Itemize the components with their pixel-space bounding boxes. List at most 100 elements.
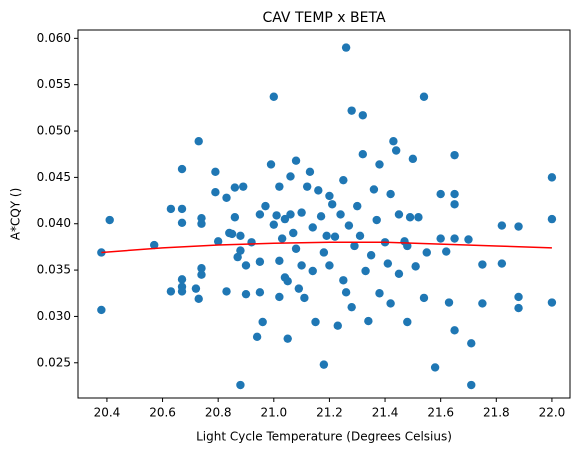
point [325,261,334,270]
point [197,270,206,279]
point [386,189,395,199]
point [252,332,262,342]
point [150,240,159,250]
point [372,215,381,225]
y-tick-label: 0.025 [37,355,71,369]
point [341,43,351,52]
point [514,292,523,302]
point [419,293,429,303]
point [272,211,281,220]
point [177,275,187,284]
y-tick-label: 0.040 [37,216,71,230]
point [328,200,337,209]
point [394,269,404,278]
point [230,183,240,192]
point [336,210,345,219]
point [261,201,270,211]
point [314,186,323,195]
point [211,188,220,197]
point [383,259,393,268]
point [414,213,423,222]
point [464,235,473,244]
point [403,317,412,327]
point [319,360,329,369]
point [286,210,295,219]
x-tick-label: 21.4 [372,406,399,420]
point [177,164,187,174]
point [444,298,454,307]
point [97,305,106,315]
point [361,266,370,276]
point [547,173,557,182]
point [239,182,248,191]
point [197,264,206,273]
point [355,231,365,240]
y-tick-label: 0.030 [37,309,71,323]
point [333,321,342,330]
point [436,189,445,199]
point [319,248,329,257]
point [275,182,284,191]
point [305,167,315,177]
point [408,154,418,164]
point [478,299,487,308]
point [344,221,354,230]
y-axis-label: A*CQY () [9,188,23,241]
point [419,92,429,101]
x-tick-label: 21.6 [427,406,454,420]
point [197,219,206,228]
point [230,213,240,222]
point [364,316,373,326]
fit-line [101,241,552,254]
point [467,339,476,348]
point [375,160,384,169]
point [291,156,301,165]
point [236,246,245,255]
x-tick-label: 20.8 [205,406,232,420]
point [411,262,420,271]
point [497,221,507,230]
point [191,284,201,293]
point [358,111,367,120]
point [358,150,367,159]
point [514,303,523,313]
point [369,185,379,194]
point [467,380,476,390]
y-tick-label: 0.035 [37,263,71,277]
point [283,334,292,343]
point [497,259,507,268]
point [275,292,284,302]
point [166,204,176,214]
point [297,208,306,217]
point [450,200,459,209]
point [247,238,256,247]
point [255,210,265,219]
point [166,287,176,296]
point [241,289,251,299]
point [194,294,203,304]
point [450,326,459,335]
point [105,215,114,225]
point [194,137,203,146]
x-tick-label: 21.8 [483,406,510,420]
point [213,237,223,246]
point [289,228,298,238]
point [391,146,401,155]
point [394,210,404,219]
point [375,289,384,298]
point [450,189,459,199]
point [350,241,359,251]
point [339,276,348,285]
point [255,288,265,297]
point [325,191,334,201]
point [297,261,306,270]
point [450,234,459,243]
point [277,234,287,243]
x-tick-label: 22.0 [539,406,566,420]
point [283,277,292,286]
point [255,257,265,266]
point [233,252,242,262]
point [366,251,376,260]
x-tick-label: 20.6 [149,406,176,420]
